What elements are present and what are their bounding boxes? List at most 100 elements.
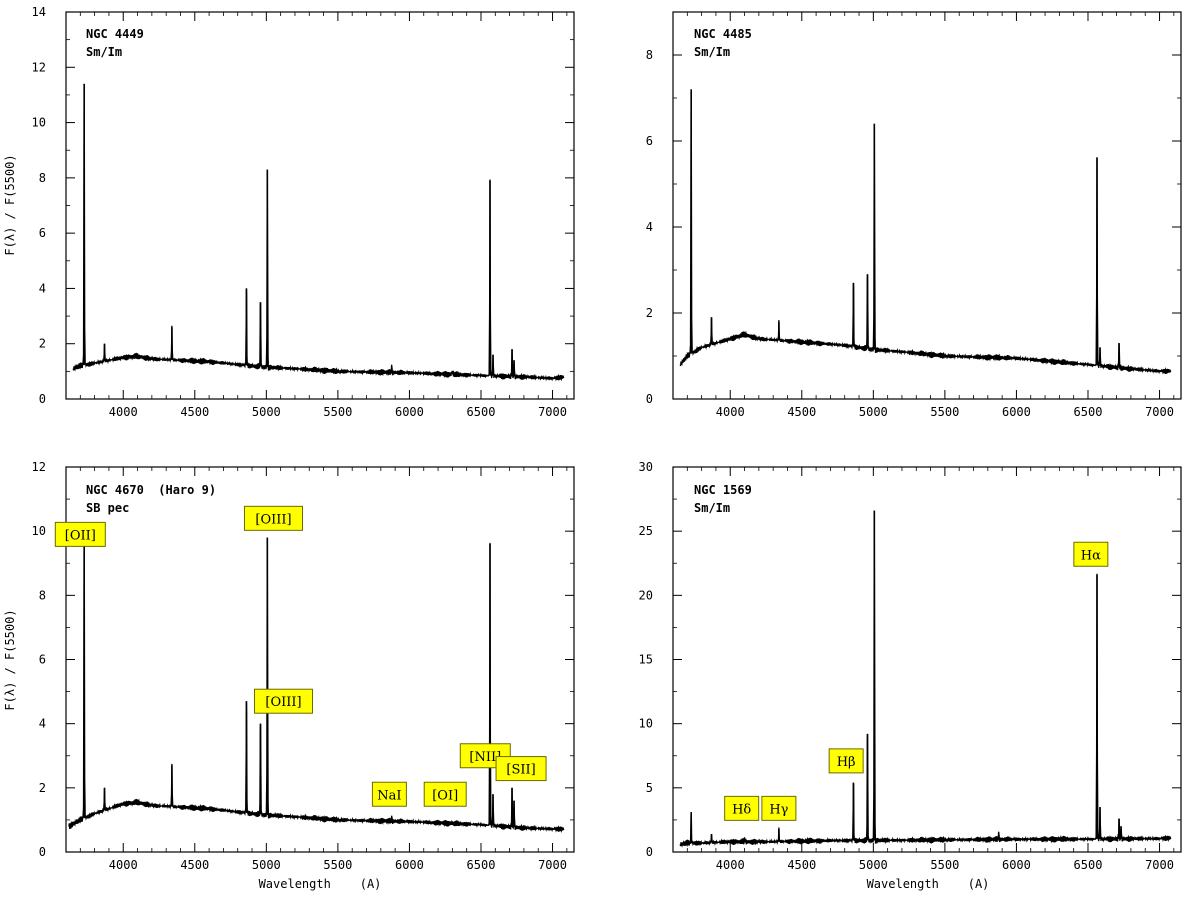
annotation-badge	[724, 795, 760, 821]
y-tick-label: 10	[639, 717, 653, 731]
y-tick-label: 5	[646, 781, 653, 795]
y-tick-label: 2	[646, 306, 653, 320]
annotation-label: [SII]	[506, 763, 535, 778]
y-tick-label: 0	[646, 845, 653, 859]
x-tick-label: 6000	[1002, 858, 1031, 872]
panel-title: NGC 4485	[694, 27, 752, 41]
x-tick-label: 4500	[180, 405, 209, 419]
annotation-badge	[495, 756, 547, 782]
x-tick-label: 5000	[859, 858, 888, 872]
x-tick-label: 7000	[538, 405, 567, 419]
y-tick-label: 12	[32, 460, 46, 474]
panel-ngc-1569: NGC 1569 Sm/Im Wavelength (A) 4000 4500 50…	[639, 460, 1182, 891]
y-tick-label: 0	[39, 845, 46, 859]
panel-subtitle: Sm/Im	[694, 501, 730, 515]
line-annotation: Hδ	[724, 795, 760, 821]
annotation-label: Hα	[1081, 548, 1101, 563]
plot-frame	[65, 11, 575, 400]
spectrum-line	[72, 83, 565, 382]
annotation-label: Hγ	[769, 802, 788, 817]
y-tick-label: 8	[646, 48, 653, 62]
line-annotation: [OI]	[423, 781, 467, 807]
annotation-label: [OI]	[432, 788, 458, 803]
plot-frame	[65, 466, 575, 853]
y-tick-label: 0	[39, 392, 46, 406]
y-tick-label: 8	[39, 588, 46, 602]
y-tick-label: 4	[39, 717, 46, 731]
x-tick-label: 4000	[109, 405, 138, 419]
panel-ngc-4485: NGC 4485 Sm/Im 4000 4500 5000 5500 6000 6500 7…	[646, 11, 1182, 419]
y-tick-label: 15	[639, 653, 653, 667]
x-tick-label: 6000	[395, 858, 424, 872]
y-tick-label: 4	[39, 281, 46, 295]
x-tick-label: 6000	[1002, 405, 1031, 419]
y-tick-label: 6	[39, 653, 46, 667]
line-annotation: [OII]	[54, 521, 106, 547]
panel-ngc-4449: NGC 4449 Sm/Im F(λ) / F(5500) 4000 4500 50…	[3, 5, 575, 419]
x-tick-label: 5500	[323, 405, 352, 419]
plot-frame	[672, 11, 1182, 400]
y-tick-label: 20	[639, 588, 653, 602]
annotation-badge	[459, 743, 511, 769]
annotation-label: [OIII]	[265, 695, 301, 710]
y-tick-label: 0	[646, 392, 653, 406]
annotation-label: Hβ	[837, 755, 856, 770]
annotation-badge	[243, 505, 303, 531]
spectrum-line	[679, 89, 1172, 375]
y-axis-label: F(λ) / F(5500)	[3, 609, 17, 710]
x-tick-label: 5500	[930, 405, 959, 419]
x-tick-label: 6000	[395, 405, 424, 419]
x-tick-label: 4000	[109, 858, 138, 872]
y-tick-label: 30	[639, 460, 653, 474]
panel-title: NGC 1569	[694, 483, 752, 497]
annotation-badge	[254, 688, 314, 714]
x-tick-label: 5000	[252, 858, 281, 872]
x-tick-label: 7000	[1145, 858, 1174, 872]
y-tick-label: 10	[32, 116, 46, 130]
x-tick-label: 5500	[323, 858, 352, 872]
y-tick-label: 6	[39, 226, 46, 240]
line-annotation: [NII]	[459, 743, 511, 769]
panel-title: NGC 4449	[86, 27, 144, 41]
line-annotation: [OIII]	[243, 505, 303, 531]
x-tick-label: 4000	[716, 405, 745, 419]
x-tick-label: 4000	[716, 858, 745, 872]
x-tick-label: 6500	[1074, 405, 1103, 419]
annotation-label: [NII]	[469, 750, 501, 765]
y-axis-label: F(λ) / F(5500)	[3, 154, 17, 255]
x-tick-label: 6500	[467, 858, 496, 872]
annotation-label: [OII]	[65, 528, 96, 543]
annotation-label: NaI	[377, 788, 401, 803]
x-tick-label: 4500	[180, 858, 209, 872]
line-annotation: Hγ	[761, 795, 797, 821]
x-tick-label: 5000	[252, 405, 281, 419]
annotation-badge	[54, 521, 106, 547]
x-axis-label: Wavelength (A)	[867, 877, 990, 891]
x-axis-label: Wavelength (A)	[259, 877, 382, 891]
y-tick-label: 12	[32, 60, 46, 74]
y-tick-label: 4	[646, 220, 653, 234]
x-tick-label: 7000	[538, 858, 567, 872]
panel-subtitle: Sm/Im	[694, 45, 730, 59]
x-tick-label: 4500	[787, 405, 816, 419]
panel-ngc-4670: NGC 4670 (Haro 9) SB pec F(λ) / F(5500) …	[3, 460, 575, 891]
x-tick-label: 4500	[787, 858, 816, 872]
annotation-badge	[828, 748, 864, 774]
spectrum-line	[679, 510, 1172, 848]
panel-title: NGC 4670 (Haro 9)	[86, 483, 216, 497]
y-tick-label: 6	[646, 134, 653, 148]
line-annotation: [SII]	[495, 756, 547, 782]
annotation-label: [OIII]	[255, 512, 291, 527]
annotation-badge	[423, 781, 467, 807]
y-tick-label: 2	[39, 337, 46, 351]
panel-subtitle: SB pec	[86, 501, 129, 515]
annotation-label: Hδ	[732, 802, 751, 817]
spectrum-line	[68, 524, 565, 834]
x-tick-label: 5000	[859, 405, 888, 419]
y-tick-label: 25	[639, 524, 653, 538]
line-annotation: NaI	[371, 781, 407, 807]
y-tick-label: 8	[39, 171, 46, 185]
x-tick-label: 6500	[467, 405, 496, 419]
line-annotation: Hβ	[828, 748, 864, 774]
